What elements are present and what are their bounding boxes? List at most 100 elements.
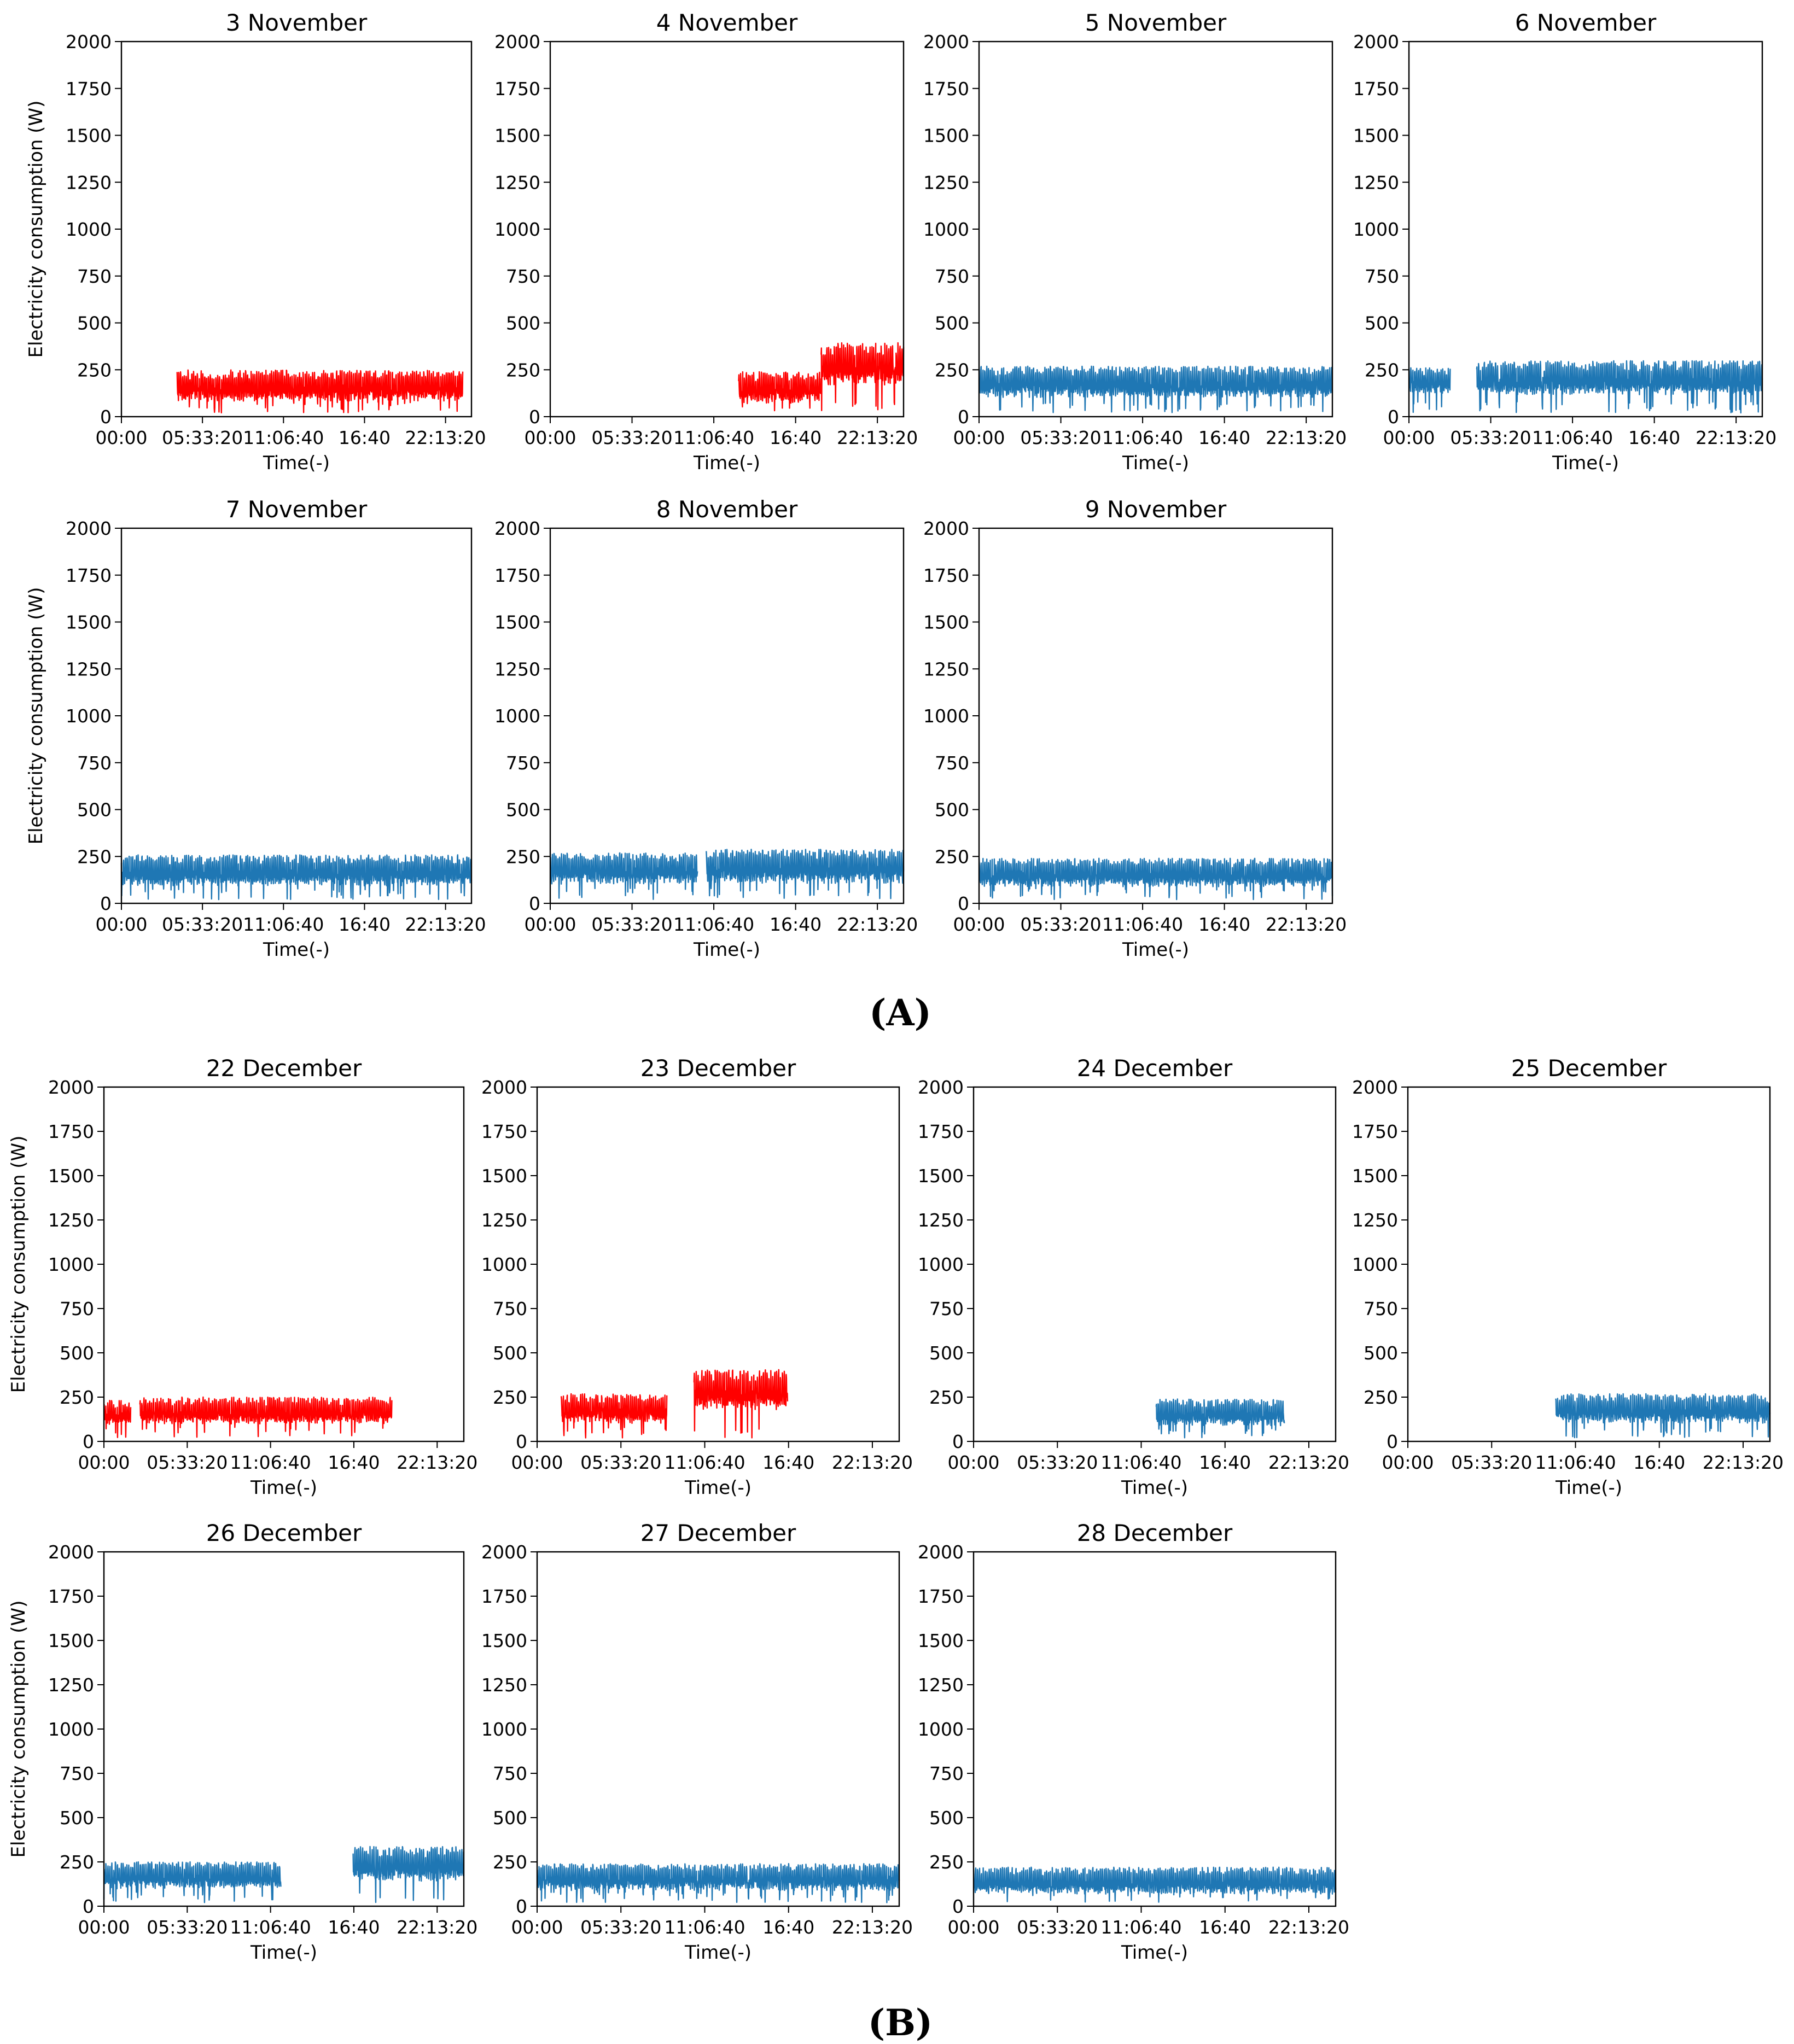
y-tick-label: 500 <box>506 313 540 334</box>
y-tick-label: 1000 <box>494 705 540 727</box>
y-tick-label: 250 <box>935 359 969 381</box>
y-tick-label: 1750 <box>494 565 540 586</box>
x-axis-label: Time(-) <box>1555 1477 1622 1499</box>
x-tick-label: 16:40 <box>1633 1452 1685 1473</box>
series-line-segment-1 <box>549 852 698 900</box>
x-tick-label: 05:33:20 <box>162 427 243 448</box>
x-tick-label: 00:00 <box>524 427 576 448</box>
y-tick-label: 2000 <box>1352 1077 1398 1098</box>
y-tick-label: 1000 <box>48 1254 94 1275</box>
y-tick-label: 1000 <box>923 705 969 727</box>
y-tick-label: 0 <box>1387 1431 1398 1452</box>
series-line-segment-1 <box>537 1863 900 1903</box>
y-tick-label: 1250 <box>494 172 540 193</box>
x-tick-label: 22:13:20 <box>1703 1452 1784 1473</box>
x-tick-label: 22:13:20 <box>1268 1917 1349 1938</box>
y-tick-label: 500 <box>493 1807 527 1829</box>
x-tick-label: 05:33:20 <box>162 914 243 935</box>
series-line-segment-1 <box>1155 1398 1285 1439</box>
x-tick-label: 16:40 <box>328 1917 380 1938</box>
y-tick-label: 750 <box>1364 1298 1398 1319</box>
chart-title: 24 December <box>1077 1055 1233 1082</box>
x-tick-label: 16:40 <box>762 1452 814 1473</box>
y-tick-label: 750 <box>935 752 969 774</box>
x-tick-label: 11:06:40 <box>1102 427 1183 448</box>
y-tick-label: 1250 <box>481 1674 527 1696</box>
chart-6: 8 November 0 250 500 750 1000 1250 1500 1750 2000… <box>494 496 918 961</box>
y-axis-label: Electricity consumption (W) <box>25 101 47 358</box>
y-tick-label: 1500 <box>481 1630 527 1651</box>
y-tick-label: 2000 <box>918 1541 964 1563</box>
x-tick-label: 22:13:20 <box>405 914 486 935</box>
y-tick-label: 1000 <box>1353 219 1399 240</box>
y-tick-label: 750 <box>60 1763 94 1784</box>
x-tick-label: 11:06:40 <box>664 1452 745 1473</box>
x-tick-label: 11:06:40 <box>1100 1452 1181 1473</box>
y-tick-label: 1250 <box>494 658 540 680</box>
plot-frame <box>103 1551 465 1907</box>
x-tick-label: 11:06:40 <box>1102 914 1183 935</box>
x-axis-label: Time(-) <box>684 1942 752 1964</box>
y-tick-label: 2000 <box>66 31 112 52</box>
series-line-segment-2 <box>352 1846 465 1903</box>
y-tick-label: 1750 <box>918 1121 964 1142</box>
chart-10: 24 December 0 250 500 750 1000 1250 1500 1750 200… <box>918 1055 1349 1499</box>
y-tick-label: 250 <box>60 1387 94 1408</box>
y-tick-label: 500 <box>77 799 112 821</box>
y-tick-label: 1750 <box>48 1121 94 1142</box>
x-tick-label: 22:13:20 <box>837 427 918 448</box>
y-tick-label: 1750 <box>923 78 969 100</box>
plot-frame <box>536 1551 900 1907</box>
y-tick-label: 1000 <box>481 1254 527 1275</box>
x-tick-label: 16:40 <box>1628 427 1680 448</box>
y-tick-label: 250 <box>1365 359 1399 381</box>
y-tick-label: 2000 <box>481 1077 527 1098</box>
chart-13: 27 December 0 250 500 750 1000 1250 1500 1750 200… <box>481 1520 913 1964</box>
x-axis-label: Time(-) <box>1552 452 1619 474</box>
y-tick-label: 0 <box>516 1896 527 1917</box>
series-line-segment-2 <box>1476 360 1763 414</box>
y-tick-label: 2000 <box>1353 31 1399 52</box>
y-tick-label: 0 <box>100 893 112 914</box>
x-tick-label: 05:33:20 <box>147 1452 228 1473</box>
panel-label-a: (A) <box>869 991 931 1034</box>
y-tick-label: 1500 <box>66 612 112 633</box>
y-tick-label: 250 <box>929 1387 964 1408</box>
y-tick-label: 500 <box>1364 1342 1398 1364</box>
y-tick-label: 1500 <box>494 612 540 633</box>
y-tick-label: 250 <box>935 846 969 867</box>
plot-frame <box>978 40 1333 418</box>
y-tick-label: 500 <box>935 313 969 334</box>
y-tick-label: 750 <box>929 1298 964 1319</box>
plot-frame <box>978 527 1333 904</box>
y-tick-label: 750 <box>77 266 112 287</box>
chart-title: 9 November <box>1085 496 1227 523</box>
y-tick-label: 1250 <box>923 172 969 193</box>
x-tick-label: 05:33:20 <box>591 914 672 935</box>
y-tick-label: 2000 <box>918 1077 964 1098</box>
y-tick-label: 1500 <box>1352 1165 1398 1187</box>
x-tick-label: 00:00 <box>947 1917 999 1938</box>
y-tick-label: 1750 <box>494 78 540 100</box>
x-axis-label: Time(-) <box>1122 939 1189 961</box>
x-axis-label: Time(-) <box>263 939 330 961</box>
y-tick-label: 1000 <box>481 1719 527 1740</box>
y-tick-label: 0 <box>83 1896 94 1917</box>
y-tick-label: 1000 <box>494 219 540 240</box>
x-tick-label: 00:00 <box>1383 427 1435 448</box>
x-tick-label: 11:06:40 <box>230 1917 311 1938</box>
plot-frame <box>536 1086 900 1443</box>
plot-frame <box>103 1086 465 1443</box>
y-tick-label: 500 <box>929 1807 964 1829</box>
plot-frame <box>120 40 473 418</box>
x-axis-label: Time(-) <box>1121 1942 1188 1964</box>
y-tick-label: 0 <box>529 406 540 428</box>
x-tick-label: 22:13:20 <box>1268 1452 1349 1473</box>
y-axis-label: Electricity consumption (W) <box>25 587 47 845</box>
y-tick-label: 750 <box>929 1763 964 1784</box>
x-tick-label: 16:40 <box>770 914 822 935</box>
chart-title: 6 November <box>1515 9 1657 36</box>
y-tick-label: 1000 <box>48 1719 94 1740</box>
x-tick-label: 00:00 <box>947 1452 999 1473</box>
chart-title: 23 December <box>640 1055 796 1082</box>
